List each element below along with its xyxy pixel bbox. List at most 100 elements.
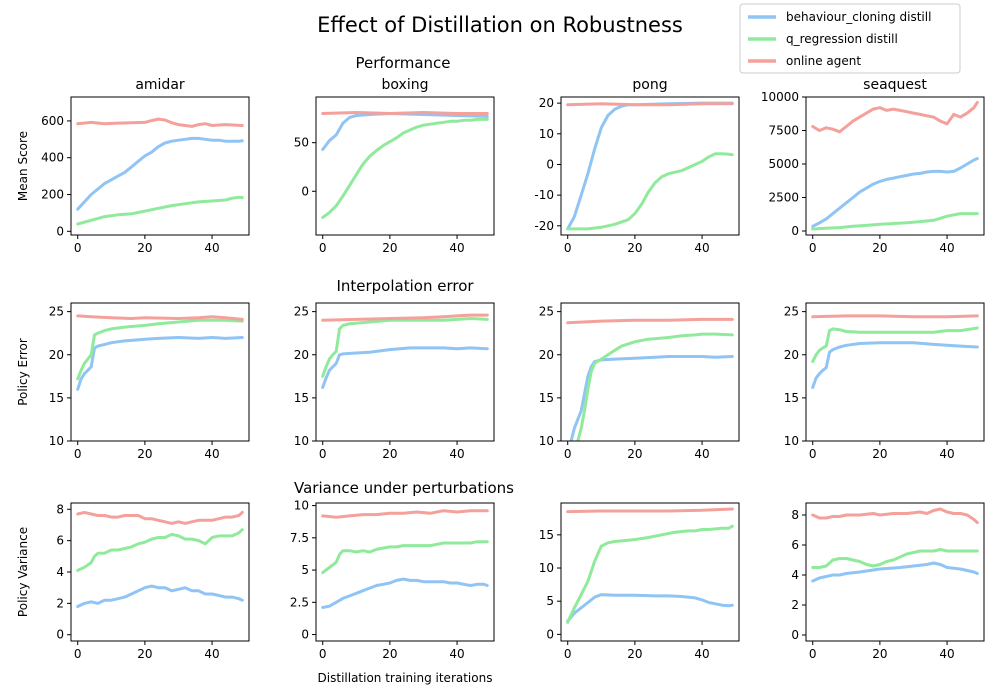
x-tick-label: 0 [809,241,817,255]
x-tick-label: 20 [627,447,642,461]
subplot-amidar-row-2: 0 20 40 0 2 4 6 8 Policy Variance [16,502,250,661]
series-line-online-agent [811,507,979,524]
series-line-online-agent [566,102,734,107]
series-line-q-regression-distill [811,212,979,231]
x-tick-label: 20 [872,647,887,661]
x-tick-label: 0 [809,647,817,661]
y-tick-label: 10 [539,561,554,575]
y-tick-label: 4 [56,565,64,579]
x-tick-label: 20 [872,447,887,461]
x-tick-label: 0 [809,447,817,461]
axes-frame [805,502,985,642]
subplot-boxing-row-2: 0 20 40 0 2.5 5 7.5 10 [290,499,495,661]
x-tick-label: 0 [74,241,82,255]
y-tick-label: 0 [546,157,554,171]
y-tick-label: 15 [294,391,309,405]
x-tick-label: 0 [319,647,327,661]
x-tick-label: 0 [564,241,572,255]
subplot-boxing-row-1: 0 20 40 10 15 20 25 [294,302,495,461]
row-title-interpolation-error: Interpolation error [336,277,474,295]
x-tick-label: 20 [627,241,642,255]
axes-frame [315,96,495,236]
series-line-q-regression-distill [576,332,734,441]
subplot-seaquest-row-2: 0 20 40 0 2 4 6 8 [791,502,985,661]
figure-title: Effect of Distillation on Robustness [317,13,683,37]
series-line-online-agent [76,117,244,128]
y-tick-label: 600 [41,114,64,128]
axes-frame [315,502,495,642]
y-tick-label: 5 [546,594,554,608]
y-tick-label: 400 [41,151,64,165]
series-line-behaviour-cloning-distill [566,101,734,231]
subplot-seaquest-row-1: 0 20 40 10 15 20 25 [784,302,985,461]
axes-frame [805,302,985,442]
x-tick-label: 40 [694,447,709,461]
y-tick-label: 0 [56,224,64,238]
x-tick-label: 0 [74,447,82,461]
x-tick-label: 0 [74,647,82,661]
y-tick-label: 6 [791,538,799,552]
series-line-behaviour-cloning-distill [76,584,244,608]
y-tick-label: 0 [301,628,309,642]
series-line-q-regression-distill [811,326,979,364]
y-tick-label: 20 [539,348,554,362]
series-line-q-regression-distill [566,524,734,624]
y-tick-label: 10 [539,127,554,141]
subplot-title-boxing: boxing [382,77,429,93]
axes-frame [560,302,740,442]
series-line-online-agent [566,507,734,514]
subplot-pong-row-1: 0 20 40 10 15 20 25 [539,302,740,461]
x-tick-label: 40 [939,241,954,255]
series-line-q-regression-distill [76,528,244,572]
y-tick-label: 10 [294,434,309,448]
y-tick-label: 20 [294,348,309,362]
y-tick-label: 20 [539,96,554,110]
y-tick-label: 2 [791,598,799,612]
x-tick-label: 20 [382,241,397,255]
y-tick-label: 7500 [768,123,799,137]
axes-frame [560,96,740,236]
y-tick-label: 0 [791,224,799,238]
series-line-q-regression-distill [76,318,244,381]
series-line-behaviour-cloning-distill [811,341,979,389]
y-tick-label: 200 [41,188,64,202]
subplot-pong-row-2: 0 20 40 0 5 10 15 [539,502,740,661]
series-line-q-regression-distill [811,548,979,569]
axes-frame [70,96,250,236]
y-tick-label: 50 [294,136,309,150]
y-tick-label: 10 [294,499,309,513]
series-line-q-regression-distill [566,152,734,231]
subplot-boxing-row-0: 0 20 40 0 50 boxing [294,77,495,255]
y-tick-label: 0 [56,628,64,642]
x-tick-label: 40 [939,447,954,461]
y-tick-label: 0 [791,628,799,642]
legend-label-online-agent: online agent [786,54,861,68]
y-tick-label: 10000 [761,90,799,104]
x-tick-label: 20 [137,447,152,461]
x-tick-label: 0 [564,647,572,661]
y-tick-label: 4 [791,568,799,582]
y-tick-label: 10 [784,434,799,448]
y-tick-label: 2.5 [290,595,309,609]
x-tick-label: 20 [382,647,397,661]
y-tick-label: 2 [56,596,64,610]
y-tick-label: 5 [301,563,309,577]
series-line-online-agent [566,317,734,325]
series-line-q-regression-distill [76,195,244,226]
x-tick-label: 0 [564,447,572,461]
row-title-performance: Performance [355,54,450,72]
y-tick-label: 10 [49,434,64,448]
series-line-behaviour-cloning-distill [321,346,489,389]
series-line-online-agent [321,313,489,322]
subplot-title-pong: pong [632,77,667,93]
series-line-behaviour-cloning-distill [811,157,979,228]
y-tick-label: 15 [539,528,554,542]
legend-label-q-regression: q_regression distill [786,32,898,46]
series-line-behaviour-cloning-distill [321,577,489,609]
y-tick-label: 15 [49,391,64,405]
series-line-online-agent [76,314,244,321]
axes-frame [70,502,250,642]
y-tick-label: 0 [546,627,554,641]
x-tick-label: 40 [694,647,709,661]
y-tick-label: 0 [301,184,309,198]
